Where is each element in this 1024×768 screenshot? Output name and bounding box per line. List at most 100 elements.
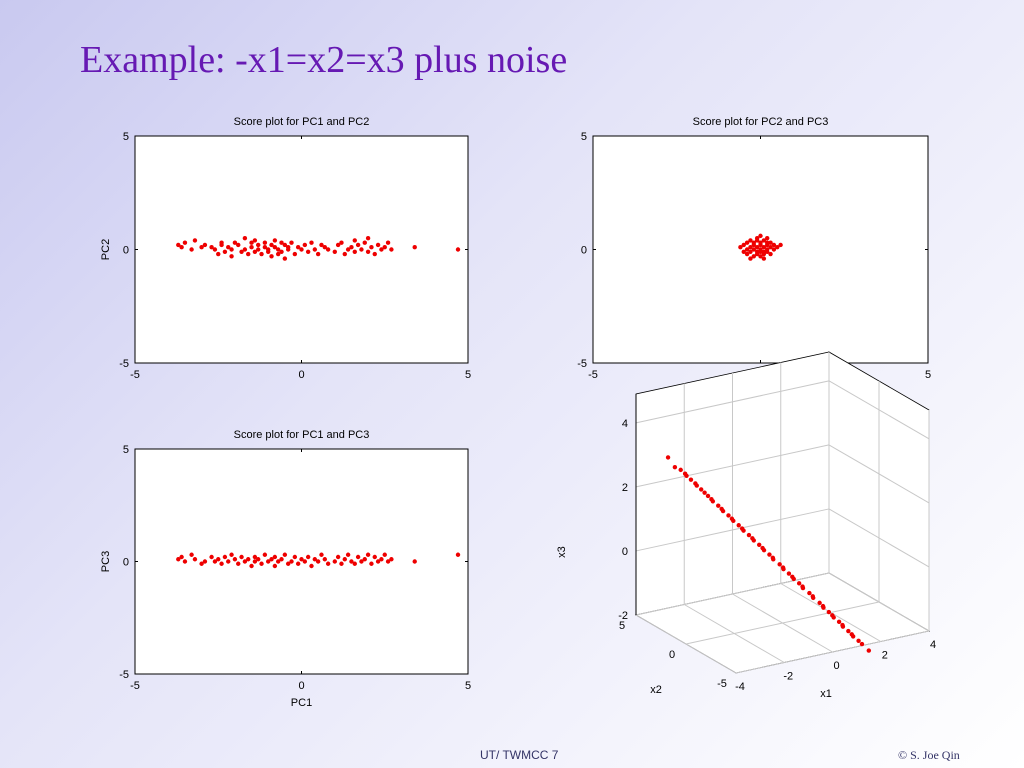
y-tick-label: 5 [581, 131, 587, 143]
scatter-plot-1: Score plot for PC1 and PC2 -5 0 5 -5 0 5 PC2 [100, 116, 471, 381]
data-point [385, 559, 391, 564]
data-point [761, 238, 767, 243]
data-point [800, 585, 806, 591]
data-point [269, 242, 274, 248]
data-point [242, 235, 248, 241]
data-point [754, 251, 760, 257]
data-point [738, 245, 743, 250]
data-point [349, 559, 354, 564]
data-point [796, 581, 802, 586]
data-point [768, 240, 773, 245]
grid-line [828, 508, 930, 568]
y-tick-label: -5 [119, 669, 129, 681]
data-point [765, 249, 770, 254]
data-point [761, 256, 767, 261]
data-point [226, 245, 231, 250]
data-point [322, 557, 328, 562]
data-point [209, 245, 214, 250]
data-point [754, 245, 760, 250]
grid-line [635, 572, 830, 616]
data-point [305, 249, 311, 254]
data-point [275, 247, 281, 252]
data-point [720, 508, 726, 514]
grid-line [685, 601, 880, 645]
data-point [249, 245, 254, 250]
data-point [345, 552, 351, 557]
data-point [209, 554, 214, 560]
data-point [761, 245, 767, 250]
data-point [765, 235, 770, 241]
data-point [778, 242, 783, 248]
data-point [285, 561, 291, 566]
data-point [199, 245, 204, 250]
data-point [382, 552, 387, 557]
data-point [412, 245, 417, 250]
data-point [262, 245, 268, 250]
data-point [751, 247, 756, 252]
data-point [741, 242, 746, 248]
data-point [775, 245, 780, 250]
data-point [202, 559, 208, 564]
data-point [229, 247, 234, 252]
data-point [821, 605, 826, 610]
data-point [807, 590, 812, 596]
data-point [850, 634, 856, 639]
data-point [252, 554, 258, 560]
data-point [771, 247, 777, 252]
data-point [192, 238, 198, 243]
grid-line [635, 508, 830, 552]
data-point [292, 251, 298, 257]
data-point [239, 249, 244, 254]
data-point [342, 557, 347, 562]
data-point [846, 628, 851, 634]
data-point [355, 554, 361, 560]
data-point [232, 240, 238, 245]
data-point [279, 557, 284, 562]
data-point [389, 557, 394, 562]
data-point [229, 552, 234, 557]
data-point [312, 247, 318, 252]
data-point [768, 251, 773, 257]
data-point [748, 238, 753, 243]
data-point [382, 245, 387, 250]
data-point [748, 249, 753, 254]
data-point [332, 559, 337, 564]
x-axis-label: x1 [820, 688, 832, 700]
data-point [811, 595, 816, 601]
data-point [746, 532, 752, 538]
data-point [212, 559, 218, 564]
data-point [325, 247, 331, 252]
data-point [269, 557, 274, 562]
data-point [369, 245, 374, 250]
x-tick-label: 4 [930, 639, 936, 651]
x-tick-label: 5 [925, 369, 931, 381]
data-point [249, 240, 254, 245]
data-point [757, 542, 762, 548]
data-point [312, 557, 318, 562]
data-point [249, 563, 254, 569]
data-point [389, 247, 394, 252]
data-point [182, 559, 188, 564]
data-point [684, 473, 689, 479]
data-point [694, 483, 699, 488]
plot-title: Score plot for PC1 and PC3 [234, 429, 370, 441]
data-point [702, 490, 707, 495]
data-point [751, 254, 756, 259]
data-point [375, 559, 381, 564]
x-tick-label: 5 [465, 680, 471, 692]
z-axis-label: x3 [556, 546, 568, 558]
data-point [229, 254, 234, 259]
data-point [176, 242, 181, 248]
data-point [319, 552, 324, 557]
data-point [369, 561, 374, 566]
data-point [272, 554, 278, 560]
data-point [262, 552, 268, 557]
data-point [309, 240, 314, 245]
data-point [256, 247, 261, 252]
scatter-plot-3: Score plot for PC1 and PC3 -5 0 5 -5 0 5 PC1 PC3 [100, 429, 471, 709]
data-point [345, 247, 351, 252]
y-tick-label: 5 [123, 444, 129, 456]
data-point [352, 561, 357, 566]
data-point [744, 251, 750, 257]
